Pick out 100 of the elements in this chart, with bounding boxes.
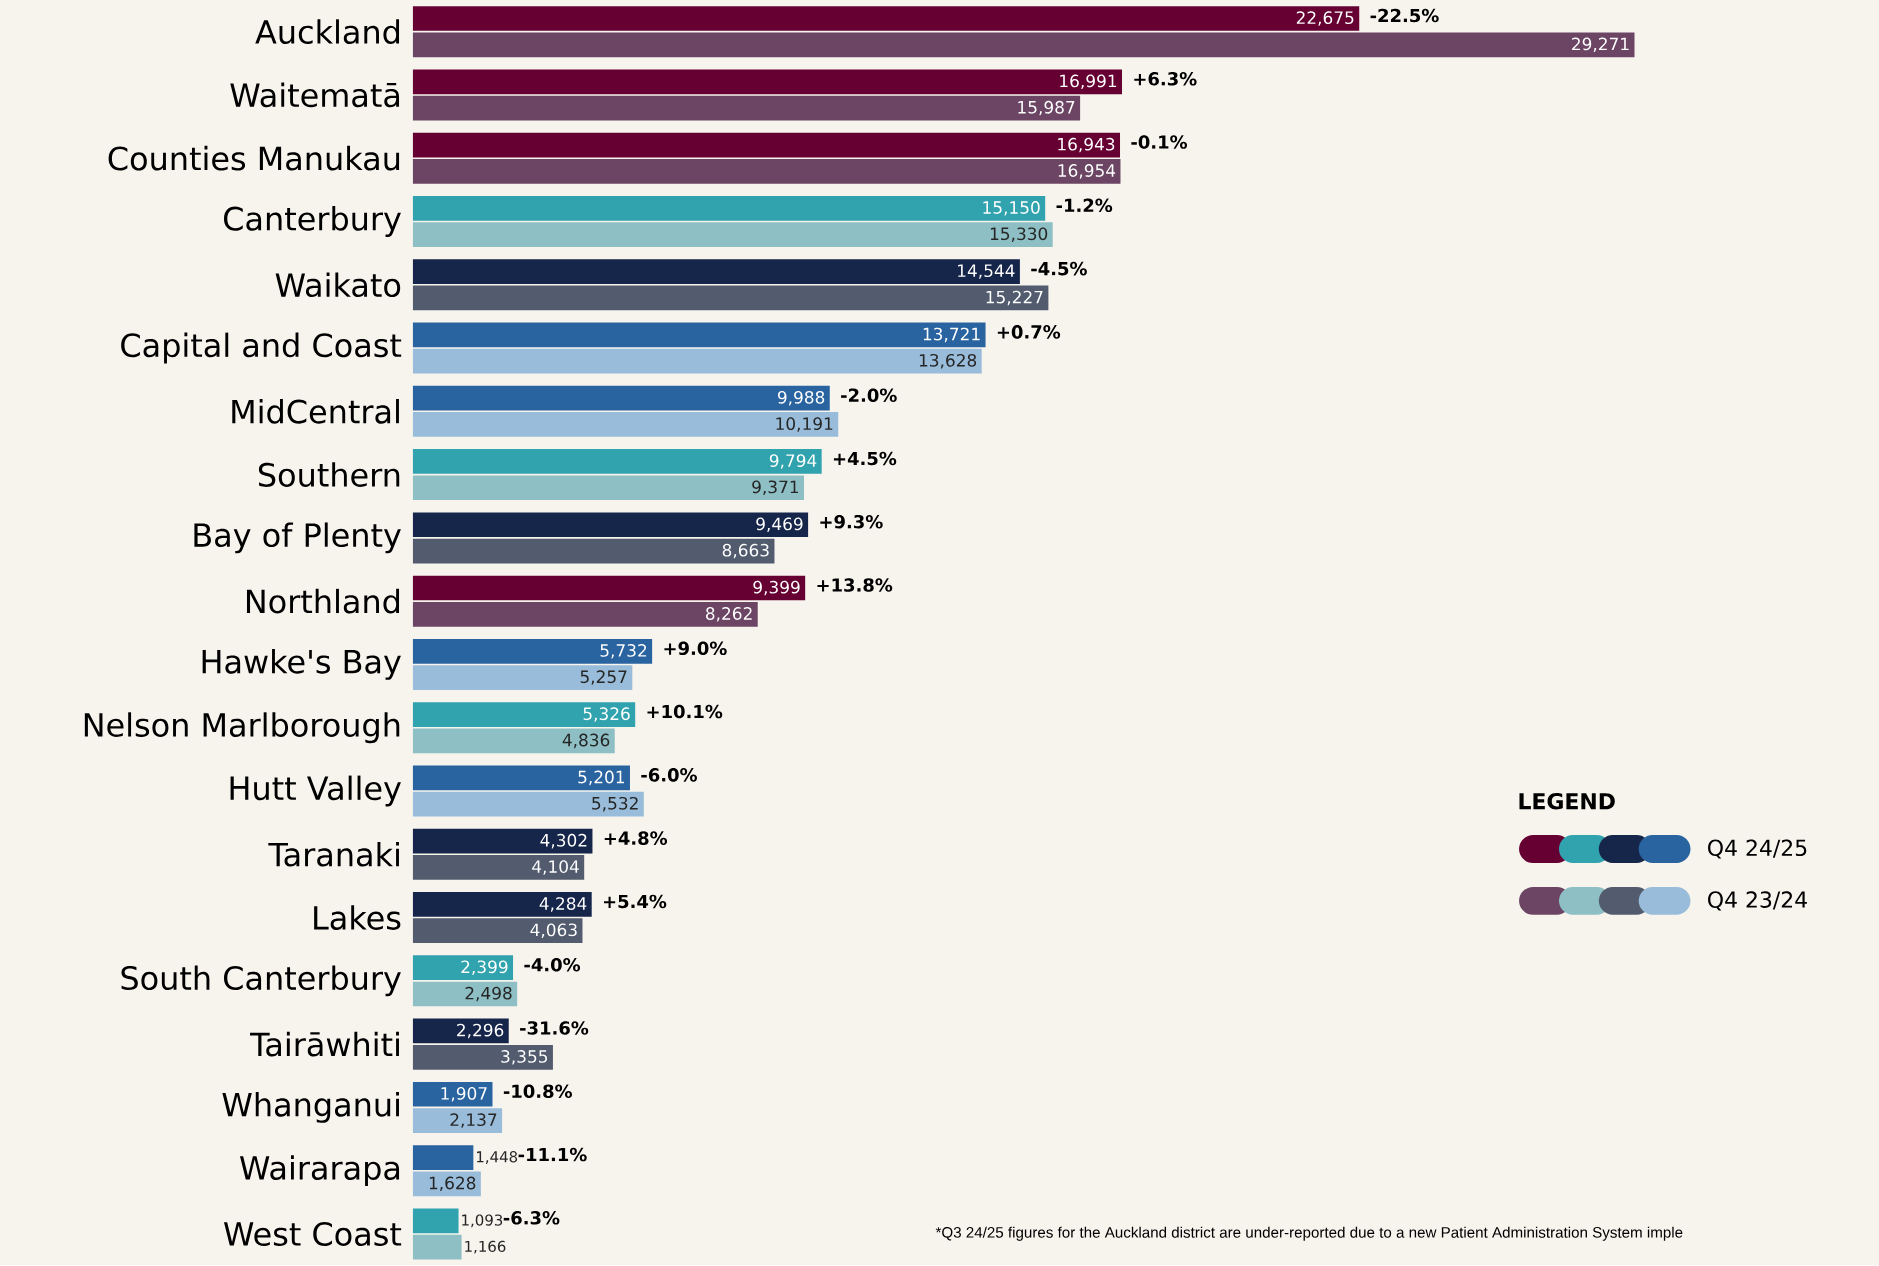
legend-label: Q4 23/24 [1708, 891, 1807, 911]
data-label: 2,137 [450, 1113, 497, 1129]
data-label: 2,296 [457, 1023, 504, 1039]
data-label: 15,330 [990, 227, 1048, 243]
bar [412, 285, 1049, 311]
data-label: 5,201 [578, 770, 625, 786]
y-tick-label: Wairarapa [239, 1155, 400, 1187]
bar [412, 1234, 462, 1260]
bar [412, 1108, 503, 1134]
bar [412, 196, 1046, 221]
bar [412, 1082, 493, 1107]
bar [412, 349, 982, 374]
data-label: 15,987 [1018, 101, 1075, 116]
bar [412, 475, 805, 501]
annotation: -10.8% [503, 1084, 572, 1099]
bar [412, 386, 830, 411]
y-tick-label: Counties Manukau [108, 146, 400, 171]
data-label: 1,448 [477, 1151, 518, 1165]
annotation: +5.4% [603, 894, 667, 909]
annotation: -11.1% [518, 1147, 587, 1162]
data-label: 1,093 [462, 1214, 503, 1228]
data-label: 13,628 [919, 354, 977, 369]
data-label: 1,166 [465, 1240, 506, 1254]
bar [412, 792, 644, 817]
bar [412, 1171, 481, 1197]
y-tick-label: South Canterbury [121, 965, 401, 997]
bar [412, 6, 1360, 32]
bar [412, 1208, 459, 1234]
data-label: 15,227 [986, 290, 1043, 306]
bar [412, 259, 1020, 285]
bar [412, 728, 615, 754]
data-label: 9,371 [752, 480, 799, 496]
annotation: +9.3% [820, 515, 883, 529]
bar [412, 322, 986, 348]
bar [412, 1145, 474, 1171]
y-tick-label: Capital and Coast [121, 332, 402, 364]
data-label: 2,498 [465, 986, 512, 1002]
bar [412, 665, 633, 691]
bar [412, 159, 1121, 184]
data-label: 15,150 [983, 201, 1040, 216]
data-label: 4,284 [539, 897, 587, 912]
y-tick-label: West Coast [223, 1222, 402, 1247]
data-label: 8,262 [706, 607, 752, 622]
data-label: 4,302 [540, 834, 587, 849]
annotation: -4.0% [524, 958, 581, 972]
bar [412, 702, 636, 728]
annotation: -31.6% [520, 1021, 589, 1035]
y-tick-label: Auckland [255, 19, 400, 45]
annotation: -6.3% [503, 1211, 560, 1225]
annotation: -6.0% [641, 768, 697, 782]
annotation: +0.7% [997, 325, 1061, 339]
data-label: 22,675 [1296, 11, 1354, 26]
annotation: *Q3 24/25 figures for the Auckland district are under-reported due to a new Patient Administration System imple [935, 1226, 1683, 1241]
data-label: 3,355 [501, 1050, 548, 1065]
annotation: +10.1% [647, 705, 723, 719]
bar [412, 892, 592, 917]
bar [412, 575, 806, 601]
annotation: +4.8% [604, 831, 668, 846]
data-label: 5,326 [583, 707, 630, 723]
bar [412, 1018, 509, 1044]
bar [412, 412, 839, 438]
annotation: -1.2% [1056, 198, 1113, 213]
y-tick-label: Waikato [275, 272, 401, 298]
data-label: 4,836 [562, 733, 610, 749]
y-tick-label: MidCentral [232, 399, 399, 424]
bar [412, 132, 1121, 158]
y-tick-label: Hawke's Bay [202, 649, 401, 681]
bar [412, 538, 775, 564]
data-label: 8,663 [722, 543, 769, 559]
y-tick-label: Bay of Plenty [194, 522, 401, 554]
bar [412, 32, 1635, 58]
bar [412, 222, 1053, 248]
y-tick-label: Whanganui [222, 1092, 399, 1124]
data-label: 1,628 [429, 1176, 476, 1192]
data-label: 9,469 [756, 517, 803, 533]
y-tick-label: Southern [258, 462, 400, 488]
data-label: 5,732 [600, 644, 647, 659]
bar [412, 918, 583, 944]
annotation: +6.3% [1134, 72, 1197, 86]
annotation: -0.1% [1131, 135, 1188, 150]
y-tick-label: Hutt Valley [230, 775, 401, 807]
data-label: 16,943 [1058, 137, 1115, 153]
data-label: 4,104 [532, 860, 579, 875]
annotation: +13.8% [817, 578, 893, 593]
bar [412, 765, 630, 791]
y-tick-label: Waitematā [230, 82, 400, 108]
legend-label: Q4 24/25 [1708, 839, 1807, 859]
data-label: 13,721 [923, 327, 980, 343]
data-label: 14,544 [958, 264, 1015, 279]
data-label: 16,991 [1060, 74, 1117, 90]
data-label: 9,399 [753, 580, 800, 596]
bar [412, 1045, 553, 1070]
bar [412, 69, 1123, 95]
data-label: 16,954 [1058, 164, 1116, 179]
y-tick-label: Tairāwhiti [250, 1031, 399, 1057]
bar [412, 95, 1081, 121]
bar [412, 855, 585, 881]
bar [412, 981, 518, 1007]
data-label: 1,907 [441, 1087, 487, 1102]
bar [412, 512, 809, 538]
